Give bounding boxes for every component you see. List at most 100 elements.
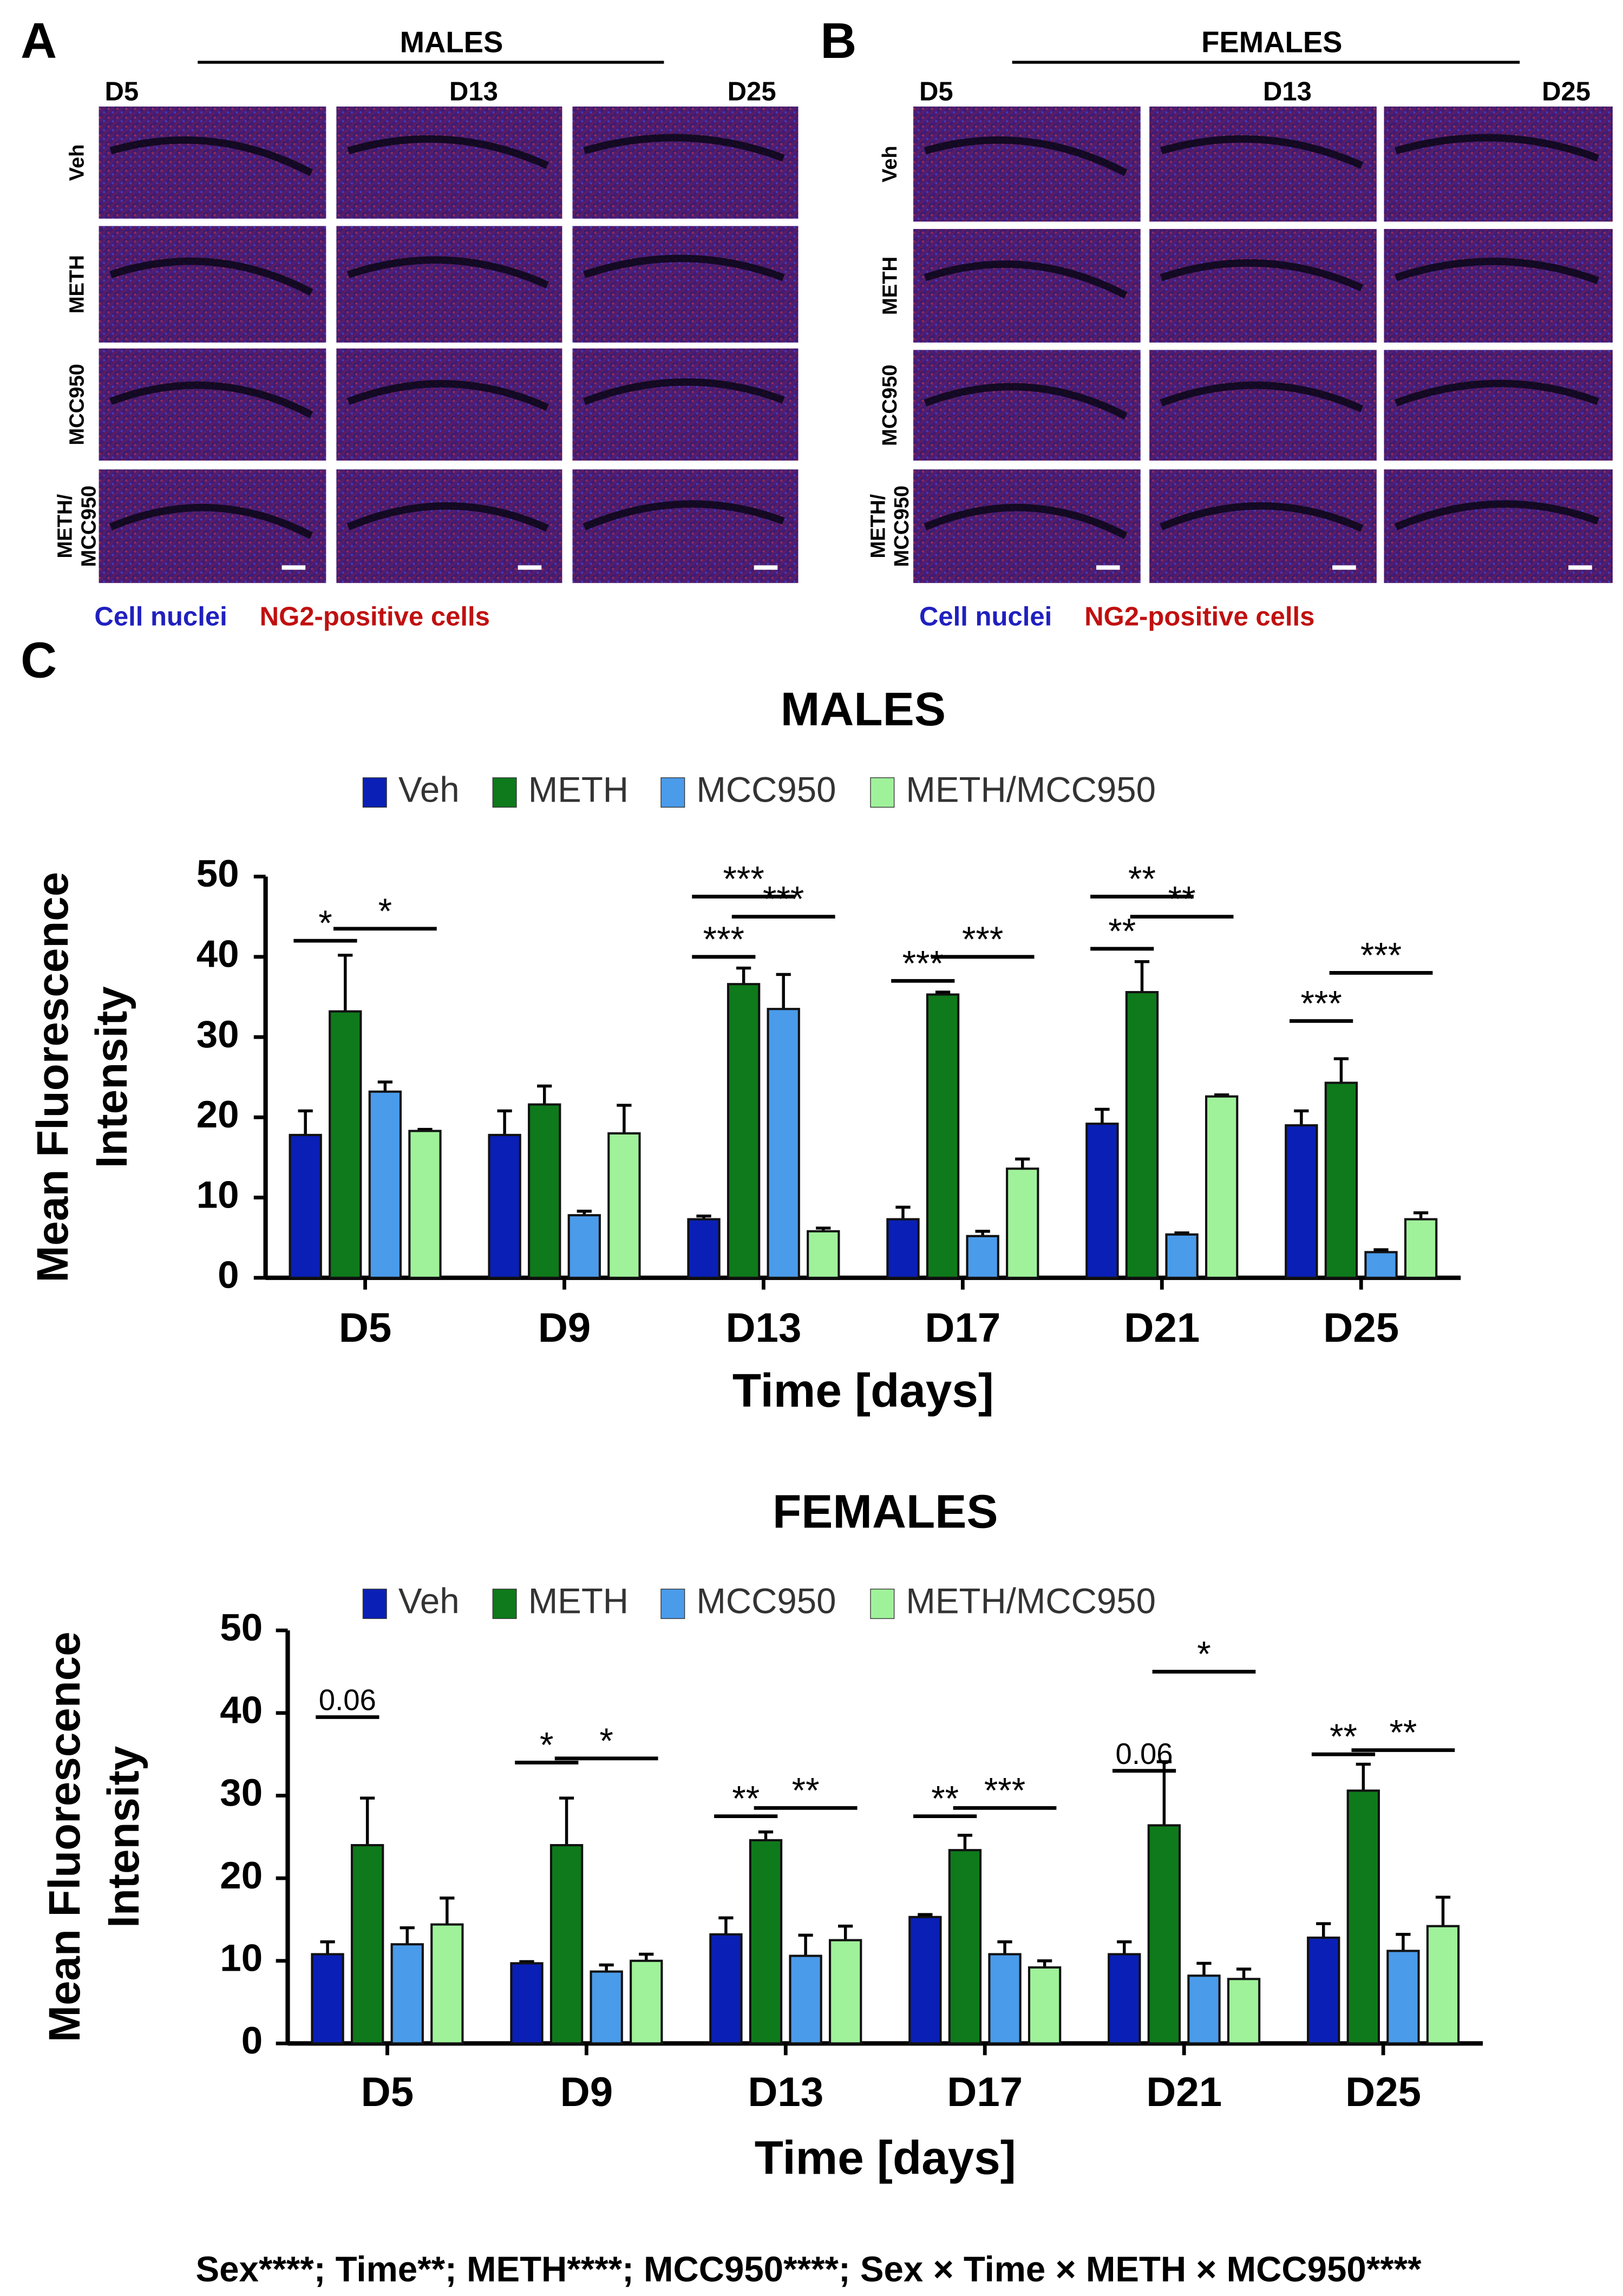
y-tick-label: 50 bbox=[197, 852, 239, 895]
tissue-band bbox=[1394, 500, 1600, 530]
column-label: D5 bbox=[919, 77, 953, 106]
tissue-band bbox=[583, 134, 785, 162]
significance-label: * bbox=[378, 891, 392, 931]
tissue-band bbox=[924, 136, 1128, 176]
y-tick-label: 0 bbox=[218, 1254, 239, 1297]
significance-label: *** bbox=[984, 1770, 1025, 1810]
x-tick-label: D17 bbox=[925, 1305, 1000, 1351]
column-label: D25 bbox=[728, 77, 776, 106]
scale-bar bbox=[282, 565, 306, 570]
scale-bar bbox=[1096, 565, 1120, 570]
bar bbox=[607, 1132, 641, 1279]
y-axis-title: Intensity bbox=[87, 986, 136, 1169]
bar bbox=[1108, 1953, 1141, 2045]
micrograph-image bbox=[572, 106, 799, 219]
y-tick-label: 40 bbox=[197, 933, 239, 975]
column-label: D13 bbox=[449, 77, 498, 106]
y-tick-label: 40 bbox=[220, 1689, 263, 1732]
bar bbox=[1324, 1081, 1358, 1279]
y-tick-label: 10 bbox=[197, 1173, 239, 1216]
legend-swatch bbox=[660, 777, 685, 808]
micrograph-image bbox=[336, 348, 562, 461]
legend-ng2: NG2-positive cells bbox=[260, 602, 490, 632]
micrograph-image bbox=[1149, 350, 1377, 461]
bar bbox=[789, 1954, 822, 2045]
tissue-band bbox=[1160, 259, 1364, 292]
panel-letter: A bbox=[21, 12, 57, 69]
tissue-band bbox=[1160, 381, 1364, 412]
micrograph-image bbox=[1384, 469, 1613, 583]
row-label: MCC950 bbox=[77, 486, 100, 567]
significance-label: ** bbox=[732, 1779, 760, 1819]
y-tick-label: 50 bbox=[220, 1606, 263, 1649]
micrograph-image bbox=[1384, 106, 1613, 222]
y-axis-title: Intensity bbox=[99, 1746, 148, 1928]
legend-swatch bbox=[870, 1589, 895, 1619]
y-tick-label: 20 bbox=[197, 1093, 239, 1136]
legend-swatch bbox=[492, 1589, 517, 1619]
bar bbox=[311, 1953, 344, 2045]
bar bbox=[368, 1090, 402, 1279]
tissue-band bbox=[1395, 134, 1600, 162]
bar bbox=[1285, 1124, 1318, 1279]
significance-label: *** bbox=[962, 920, 1003, 959]
tissue-band bbox=[109, 257, 313, 296]
x-tick-label: D17 bbox=[947, 2069, 1023, 2115]
legend-label: METH/MCC950 bbox=[906, 1581, 1156, 1621]
tissue-band bbox=[109, 503, 313, 539]
legend-swatch bbox=[870, 777, 895, 808]
group-label: FEMALES bbox=[1201, 26, 1342, 59]
tissue-band bbox=[1394, 379, 1600, 407]
x-axis-title: Time [days] bbox=[755, 2131, 1016, 2184]
bar bbox=[829, 1939, 862, 2045]
significance-label: *** bbox=[763, 880, 804, 919]
bar bbox=[948, 1849, 982, 2045]
bar bbox=[350, 1844, 384, 2045]
y-tick-label: 20 bbox=[220, 1854, 263, 1897]
legend-label: MCC950 bbox=[696, 1581, 836, 1621]
panel-letter: B bbox=[820, 12, 856, 69]
bar bbox=[430, 1923, 464, 2045]
column-label: D5 bbox=[105, 77, 139, 106]
legend-nuclei: Cell nuclei bbox=[919, 602, 1052, 632]
scale-bar bbox=[1332, 565, 1356, 570]
column-label: D25 bbox=[1542, 77, 1591, 106]
x-axis-title: Time [days] bbox=[732, 1365, 994, 1417]
significance-label: 0.06 bbox=[1116, 1737, 1173, 1770]
legend-swatch bbox=[362, 777, 387, 808]
tissue-band bbox=[109, 136, 313, 176]
tissue-band bbox=[346, 380, 549, 411]
significance-label: ** bbox=[1128, 860, 1156, 899]
x-tick-label: D9 bbox=[538, 1305, 591, 1351]
bar bbox=[630, 1959, 663, 2045]
x-tick-label: D21 bbox=[1124, 1305, 1200, 1351]
tissue-band bbox=[347, 135, 549, 169]
micrograph-image bbox=[1149, 469, 1377, 583]
bar bbox=[908, 1915, 942, 2045]
legend-label: METH/MCC950 bbox=[906, 770, 1156, 809]
bar bbox=[1085, 1123, 1119, 1279]
significance-label: ** bbox=[931, 1779, 959, 1819]
row-label: MCC950 bbox=[66, 364, 89, 445]
legend-swatch bbox=[362, 1589, 387, 1619]
tissue-band bbox=[347, 256, 549, 288]
micrograph-image bbox=[572, 348, 799, 461]
bar bbox=[1404, 1218, 1438, 1279]
x-tick-label: D5 bbox=[361, 2069, 414, 2115]
x-tick-label: D21 bbox=[1146, 2069, 1222, 2115]
tissue-band bbox=[1160, 135, 1364, 169]
bar bbox=[528, 1103, 561, 1279]
legend-label: METH bbox=[528, 1581, 629, 1621]
bar bbox=[1307, 1936, 1340, 2045]
bar bbox=[1187, 1974, 1221, 2045]
significance-label: ** bbox=[1108, 911, 1136, 951]
bar bbox=[1227, 1978, 1261, 2045]
row-label: MCC950 bbox=[890, 486, 913, 567]
chart-title: MALES bbox=[781, 683, 946, 736]
tissue-band bbox=[583, 254, 785, 281]
bar bbox=[1386, 1950, 1420, 2045]
significance-label: * bbox=[318, 903, 332, 943]
significance-label: ** bbox=[1389, 1713, 1417, 1753]
micrograph-image bbox=[336, 106, 562, 219]
